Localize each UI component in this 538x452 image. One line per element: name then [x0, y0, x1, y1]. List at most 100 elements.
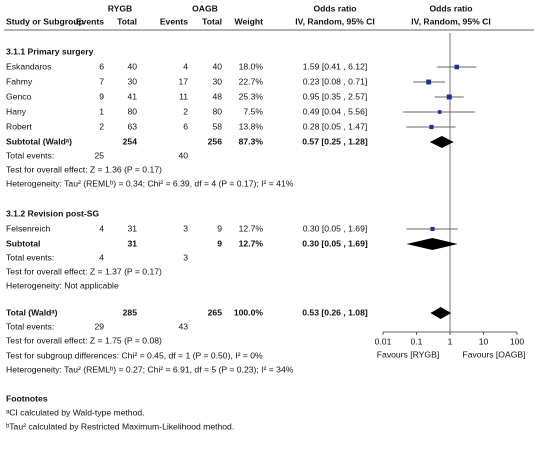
total: 265: [208, 307, 223, 317]
effect-ci: 1.59 [0.41 , 6.12]: [303, 61, 368, 71]
events: 4: [99, 223, 104, 233]
events: 7: [99, 76, 104, 86]
total: 40: [127, 61, 137, 71]
col-header: Weight: [235, 16, 264, 26]
total: 254: [123, 136, 138, 146]
weight: 7.5%: [243, 106, 263, 116]
col-header: Events: [160, 16, 188, 26]
weight: 18.0%: [239, 61, 264, 71]
total: 9: [217, 238, 222, 248]
col-header: IV, Random, 95% CI: [295, 16, 374, 26]
events: 11: [179, 91, 188, 101]
events: 2: [183, 106, 188, 116]
effect-square: [429, 124, 434, 130]
effect-square: [437, 110, 442, 114]
weight: 12.7%: [239, 238, 264, 248]
events: 3: [183, 252, 188, 262]
effect-header: Odds ratio: [314, 3, 357, 13]
events: 40: [178, 150, 188, 160]
weight: 13.8%: [239, 121, 264, 131]
study-name: Felsenreich: [6, 223, 51, 233]
test-note: Test for subgroup differences: Chi² = 0.…: [6, 350, 263, 360]
x-tick-label: 0.1: [411, 336, 423, 346]
events: 25: [94, 150, 104, 160]
total: 30: [212, 76, 222, 86]
x-tick-label: 0.01: [375, 336, 392, 346]
total-events-label: Total events:: [6, 252, 54, 262]
study-name: Genco: [6, 91, 32, 101]
col-header: Total: [202, 16, 222, 26]
total: 58: [212, 121, 222, 131]
events: 2: [99, 121, 104, 131]
total-events-label: Total events:: [6, 321, 54, 331]
section-title: 3.1.2 Revision post-SG: [6, 208, 99, 218]
effect-ci: 0.57 [0.25 , 1.28]: [302, 136, 368, 146]
weight: 22.7%: [239, 76, 264, 86]
pooled-label: Subtotal (Waldᵃ): [6, 136, 72, 146]
footnotes-title: Footnotes: [6, 393, 48, 403]
total: 40: [212, 61, 222, 71]
test-note: Heterogeneity: Not applicable: [6, 280, 119, 290]
events: 17: [178, 76, 188, 86]
total: 31: [127, 223, 137, 233]
total: 30: [127, 76, 137, 86]
effect-ci: 0.28 [0.05 , 1.47]: [303, 121, 368, 131]
total: 63: [127, 121, 137, 131]
test-note: Test for overall effect: Z = 1.36 (P = 0…: [6, 164, 162, 174]
study-name: Hany: [6, 106, 27, 116]
weight: 25.3%: [239, 91, 264, 101]
total: 48: [212, 91, 222, 101]
axis-label: Favours [RYGB]: [377, 349, 439, 359]
total: 285: [123, 307, 138, 317]
pooled-label: Total (Waldᵃ): [6, 307, 58, 317]
effect-square: [426, 79, 432, 85]
axis-label: Favours [OAGB]: [462, 349, 525, 359]
total: 31: [127, 238, 137, 248]
events: 1: [99, 106, 104, 116]
events: 6: [99, 61, 104, 71]
events: 3: [183, 223, 188, 233]
events: 43: [178, 321, 188, 331]
pooled-label: Subtotal: [6, 238, 40, 248]
weight: 87.3%: [239, 136, 264, 146]
total: 9: [217, 223, 222, 233]
test-note: Test for overall effect: Z = 1.75 (P = 0…: [6, 335, 162, 345]
effect-square: [454, 64, 460, 70]
col-header: Study or Subgroup: [6, 16, 84, 26]
total-events-label: Total events:: [6, 150, 54, 160]
group-header: RYGB: [108, 3, 133, 13]
test-note: Test for overall effect: Z = 1.37 (P = 0…: [6, 266, 162, 276]
effect-square: [430, 226, 435, 232]
weight: 100.0%: [234, 307, 264, 317]
col-header: Total: [117, 16, 137, 26]
pooled-diamond: [429, 136, 454, 148]
events: 29: [94, 321, 104, 331]
footnote: ᵇTau² calculated by Restricted Maximum-L…: [6, 421, 234, 431]
effect-ci: 0.53 [0.26 , 1.08]: [302, 307, 368, 317]
test-note: Heterogeneity: Tau² (REMLᵇ) = 0.34; Chi²…: [6, 178, 294, 188]
study-name: Eskandaros: [6, 61, 51, 71]
x-tick-label: 100: [510, 336, 525, 346]
effect-ci: 0.49 [0.04 , 5.56]: [303, 106, 368, 116]
total: 256: [208, 136, 223, 146]
x-tick-label: 10: [479, 336, 489, 346]
events: 9: [99, 91, 104, 101]
effect-ci: 0.95 [0.35 , 2.57]: [303, 91, 368, 101]
x-tick-label: 1: [448, 336, 453, 346]
events: 4: [99, 252, 104, 262]
total: 80: [212, 106, 222, 116]
effect-ci: 0.30 [0.05 , 1.69]: [303, 223, 368, 233]
test-note: Heterogeneity: Tau² (REMLᵇ) = 0.27; Chi²…: [6, 364, 294, 374]
plot-header: Odds ratio: [430, 3, 473, 13]
total: 80: [127, 106, 137, 116]
study-name: Fahmy: [6, 76, 33, 86]
events: 6: [183, 121, 188, 131]
weight: 12.7%: [239, 223, 264, 233]
pooled-diamond: [406, 238, 458, 250]
col-header: Events: [76, 16, 104, 26]
total: 41: [127, 91, 137, 101]
section-title: 3.1.1 Primary surgery: [6, 46, 94, 56]
events: 4: [183, 61, 188, 71]
effect-ci: 0.30 [0.05 , 1.69]: [302, 238, 368, 248]
